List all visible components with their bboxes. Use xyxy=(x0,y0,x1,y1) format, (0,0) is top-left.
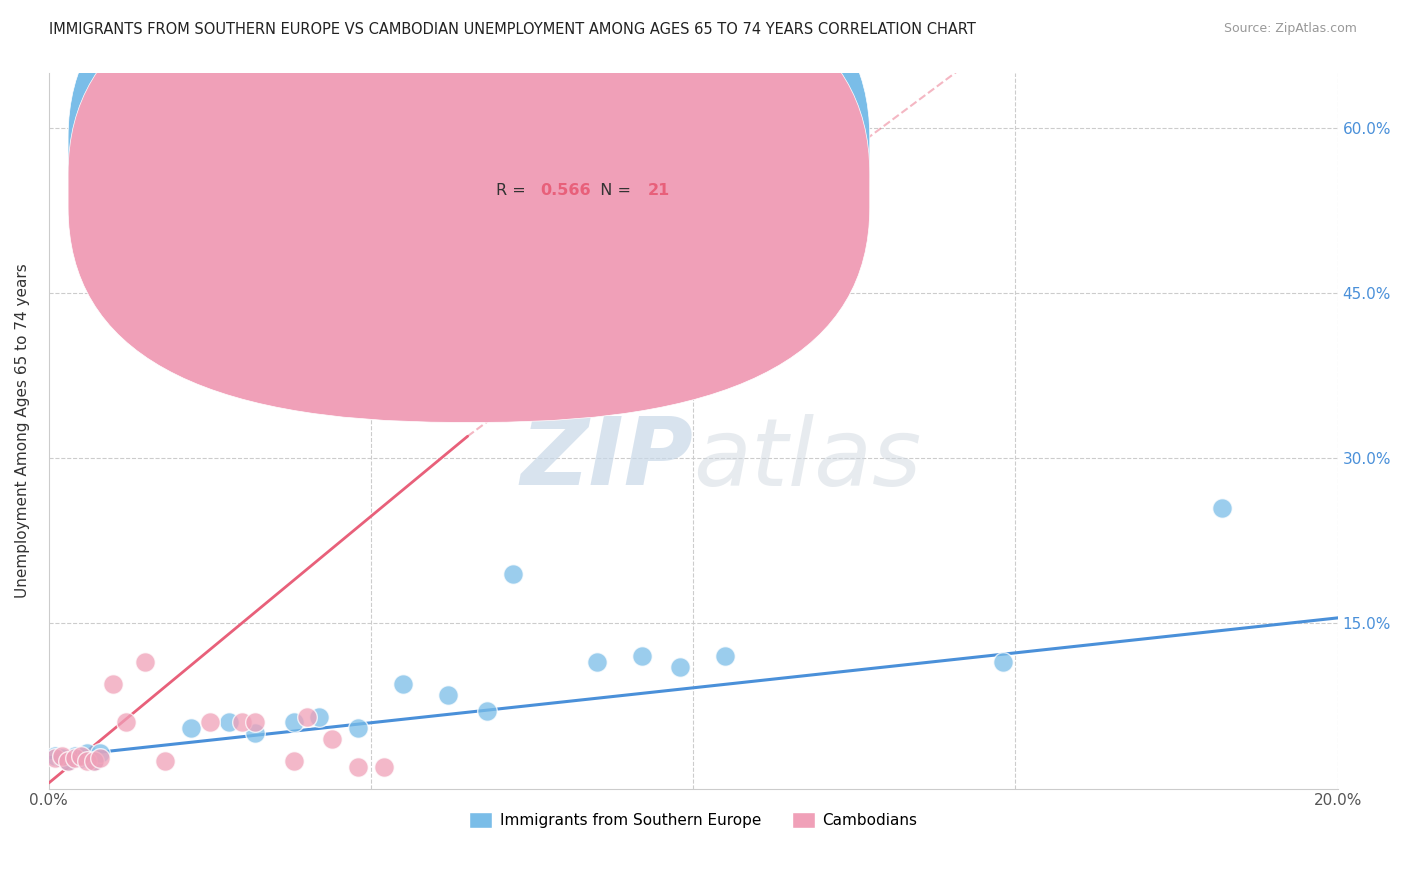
Point xyxy=(89,750,111,764)
Point xyxy=(437,688,460,702)
Text: 0.511: 0.511 xyxy=(540,147,591,161)
Point xyxy=(103,677,125,691)
Point xyxy=(180,721,202,735)
Point xyxy=(56,754,79,768)
Point xyxy=(321,731,343,746)
Point xyxy=(502,566,524,581)
Point xyxy=(991,655,1014,669)
Point xyxy=(153,754,176,768)
Point xyxy=(669,660,692,674)
Point xyxy=(89,747,111,761)
Point xyxy=(308,710,330,724)
Point xyxy=(295,710,318,724)
Point xyxy=(283,754,305,768)
Point xyxy=(231,715,253,730)
Point xyxy=(44,750,66,764)
Point xyxy=(714,649,737,664)
Y-axis label: Unemployment Among Ages 65 to 74 years: Unemployment Among Ages 65 to 74 years xyxy=(15,263,30,599)
Point xyxy=(347,721,370,735)
Point xyxy=(180,363,202,377)
Text: N =: N = xyxy=(591,183,636,198)
Point xyxy=(198,715,221,730)
Point xyxy=(373,759,395,773)
Text: 24: 24 xyxy=(648,147,671,161)
Point xyxy=(56,754,79,768)
Text: 21: 21 xyxy=(648,183,671,198)
Point xyxy=(70,750,93,764)
Point xyxy=(76,747,98,761)
Point xyxy=(83,754,105,768)
Point xyxy=(585,655,607,669)
Point xyxy=(63,750,86,764)
Point xyxy=(243,715,266,730)
Point xyxy=(218,715,240,730)
Text: R =: R = xyxy=(496,183,531,198)
Point xyxy=(347,759,370,773)
Point xyxy=(1211,500,1233,515)
Point xyxy=(115,715,138,730)
Point xyxy=(630,649,652,664)
Legend: Immigrants from Southern Europe, Cambodians: Immigrants from Southern Europe, Cambodi… xyxy=(463,806,924,835)
Text: N =: N = xyxy=(591,147,636,161)
Point xyxy=(134,655,156,669)
Text: IMMIGRANTS FROM SOUTHERN EUROPE VS CAMBODIAN UNEMPLOYMENT AMONG AGES 65 TO 74 YE: IMMIGRANTS FROM SOUTHERN EUROPE VS CAMBO… xyxy=(49,22,976,37)
FancyBboxPatch shape xyxy=(67,0,870,423)
FancyBboxPatch shape xyxy=(429,116,733,212)
Text: atlas: atlas xyxy=(693,414,921,505)
Text: 0.566: 0.566 xyxy=(540,183,591,198)
Point xyxy=(76,754,98,768)
Point xyxy=(243,726,266,740)
Text: R =: R = xyxy=(496,147,531,161)
Point xyxy=(44,748,66,763)
FancyBboxPatch shape xyxy=(67,0,870,386)
Point xyxy=(70,748,93,763)
Point xyxy=(63,748,86,763)
Point xyxy=(392,677,415,691)
Point xyxy=(83,754,105,768)
Text: ZIP: ZIP xyxy=(520,413,693,506)
Point xyxy=(283,715,305,730)
Text: Source: ZipAtlas.com: Source: ZipAtlas.com xyxy=(1223,22,1357,36)
Point xyxy=(475,705,498,719)
Point xyxy=(51,750,73,764)
Point xyxy=(51,748,73,763)
